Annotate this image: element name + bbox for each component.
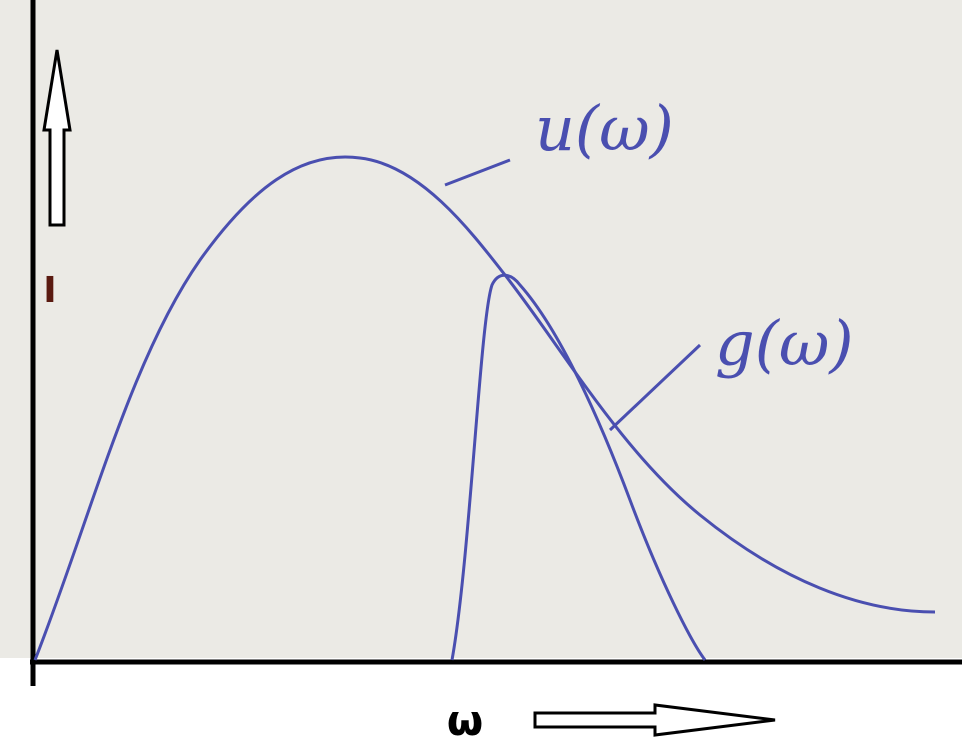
x-label: ω (447, 696, 484, 741)
g-label: g(ω) (715, 307, 854, 380)
right-arrow (535, 705, 775, 735)
y-label: I (43, 270, 56, 311)
page: I ω u(ω) g(ω) (() => { const data = JSON… (0, 0, 962, 741)
u-label: u(ω) (535, 92, 674, 165)
diagram: I ω u(ω) g(ω) (0, 0, 962, 741)
